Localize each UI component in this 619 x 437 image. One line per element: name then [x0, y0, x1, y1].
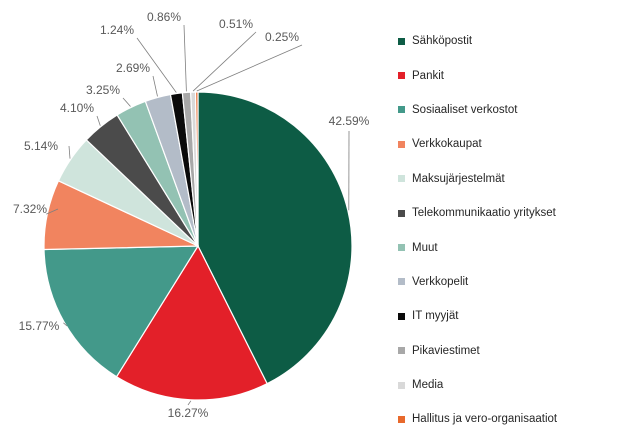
slice-value-label: 16.27% [168, 406, 209, 420]
legend-item: Verkkopelit [398, 265, 613, 299]
legend-swatch [398, 313, 405, 320]
legend-label: Verkkopelit [412, 276, 468, 288]
legend-item: Hallitus ja vero-organisaatiot [398, 402, 613, 436]
legend-item: Muut [398, 230, 613, 264]
legend-swatch [398, 210, 405, 217]
legend-item: Sosiaaliset verkostot [398, 93, 613, 127]
slice-value-label: 4.10% [60, 101, 94, 115]
legend-item: Pikaviestimet [398, 334, 613, 368]
legend-item: IT myyjät [398, 299, 613, 333]
legend-swatch [398, 416, 405, 423]
legend-swatch [398, 72, 405, 79]
slice-value-label: 7.32% [13, 202, 47, 216]
pie-chart: 42.59% 16.27% 15.77% 7.32% 5.14% 4.10% 3.25% 2.… [0, 0, 390, 427]
legend-label: Maksujärjestelmät [412, 173, 505, 185]
slice-value-label: 0.86% [147, 10, 181, 24]
pie-slices [44, 92, 352, 400]
legend-item: Pankit [398, 58, 613, 92]
legend-swatch [398, 38, 405, 45]
legend-label: IT myyjät [412, 310, 458, 322]
leader-line [193, 32, 256, 91]
legend-swatch [398, 382, 405, 389]
legend-label: Sähköpostit [412, 35, 472, 47]
legend-swatch [398, 347, 405, 354]
legend-label: Pikaviestimet [412, 345, 480, 357]
legend-swatch [398, 106, 405, 113]
legend-item: Verkkokaupat [398, 127, 613, 161]
leader-line [97, 116, 100, 126]
legend-item: Telekommunikaatio yritykset [398, 196, 613, 230]
legend-item: Sähköpostit [398, 24, 613, 58]
leader-line [69, 146, 70, 159]
legend-item: Media [398, 368, 613, 402]
slice-value-label: 3.25% [86, 83, 120, 97]
legend-label: Muut [412, 242, 438, 254]
legend-swatch [398, 175, 405, 182]
slice-value-label: 2.69% [116, 61, 150, 75]
leader-line [188, 401, 191, 405]
leader-line [153, 76, 158, 96]
legend-label: Pankit [412, 70, 444, 82]
slice-value-label: 0.51% [219, 17, 253, 31]
legend-label: Hallitus ja vero-organisaatiot [412, 413, 557, 425]
slice-value-label: 5.14% [24, 139, 58, 153]
leader-line [123, 98, 131, 107]
legend-label: Sosiaaliset verkostot [412, 104, 517, 116]
legend-item: Maksujärjestelmät [398, 162, 613, 196]
slice-value-label: 1.24% [100, 23, 134, 37]
leader-line [197, 45, 302, 91]
legend-swatch [398, 278, 405, 285]
legend-swatch [398, 244, 405, 251]
slice-value-label: 42.59% [329, 114, 370, 128]
legend-label: Verkkokaupat [412, 138, 482, 150]
legend-label: Telekommunikaatio yritykset [412, 207, 556, 219]
slice-value-label: 15.77% [19, 319, 60, 333]
slice-value-label: 0.25% [265, 30, 299, 44]
legend-swatch [398, 141, 405, 148]
chart-legend: Sähköpostit Pankit Sosiaaliset verkostot Ve… [398, 24, 613, 437]
legend-label: Media [412, 379, 443, 391]
leader-line [184, 25, 186, 91]
